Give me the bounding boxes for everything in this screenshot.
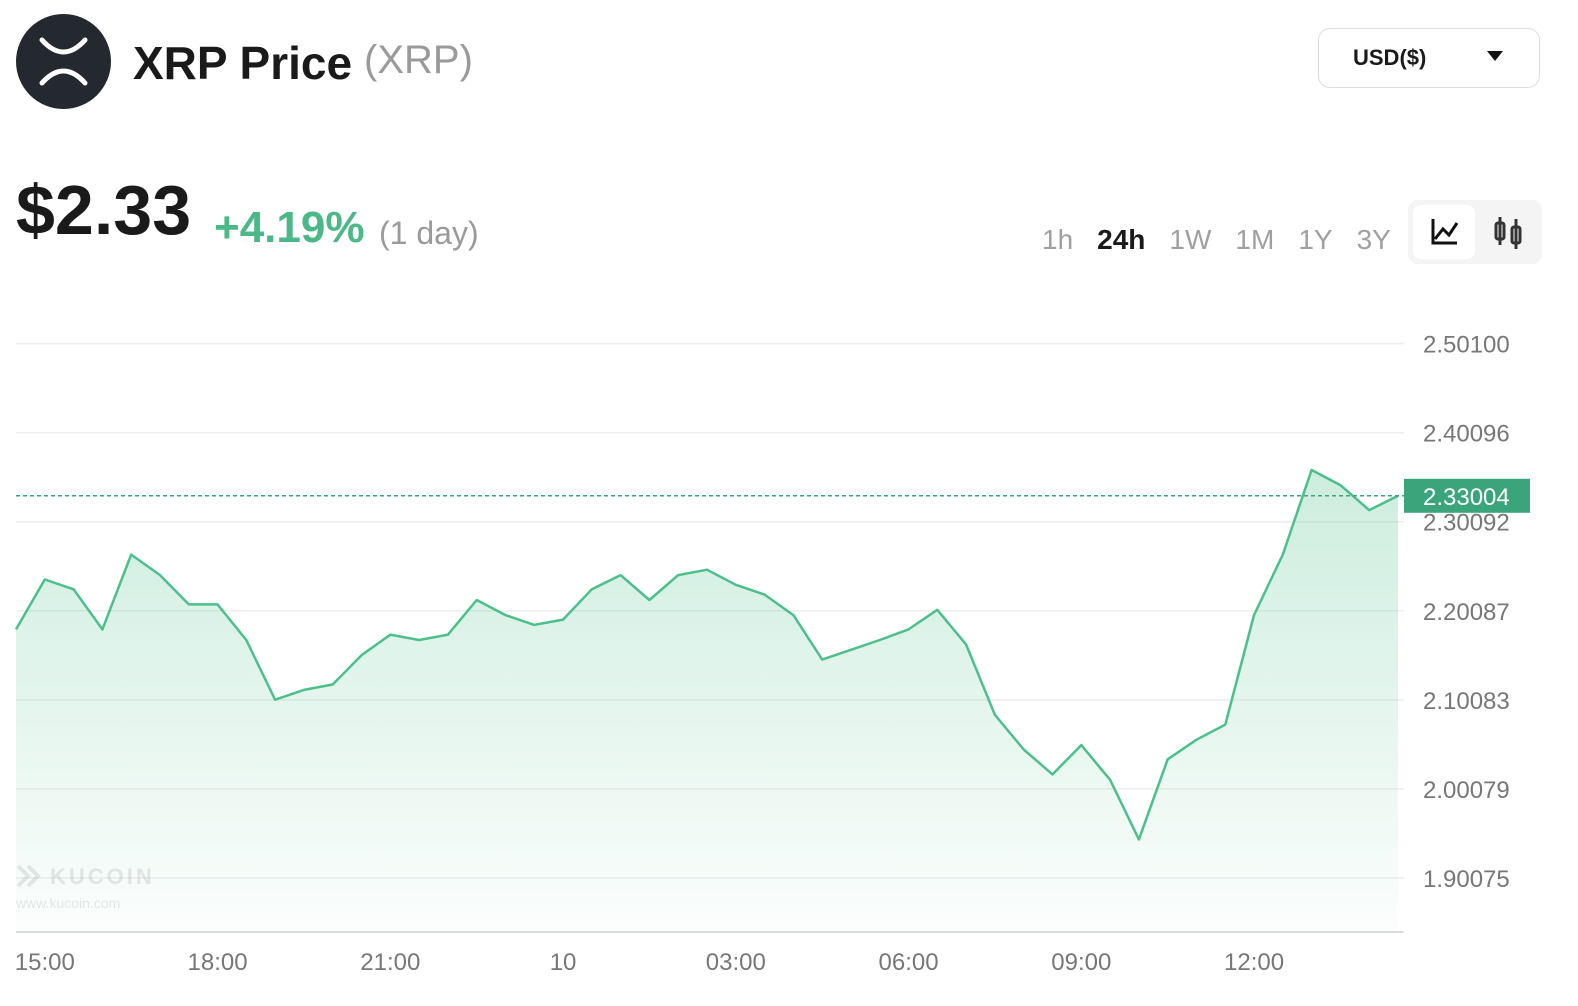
timeframe-tab[interactable]: 1M: [1235, 224, 1275, 255]
xrp-logo: [16, 14, 111, 109]
current-price-tag: [1404, 478, 1530, 513]
y-tick-label: 2.40096: [1423, 421, 1510, 448]
y-tick-label: 2.20087: [1423, 599, 1510, 626]
current-price-label: 2.33004: [1423, 484, 1510, 511]
timeframe-tab[interactable]: 3Y: [1356, 224, 1391, 255]
y-tick-label: 1.90075: [1423, 866, 1510, 893]
coin-title: XRP Price: [133, 37, 353, 89]
change-period: (1 day): [379, 215, 479, 251]
timeframe-tab[interactable]: 1W: [1169, 224, 1212, 255]
timeframe-tabs: 1h 24h 1W 1M 1Y 3Y: [1030, 224, 1403, 256]
y-tick-label: 2.00079: [1423, 777, 1510, 804]
x-tick-label: 09:00: [1051, 949, 1111, 976]
price: $2.33: [16, 171, 192, 249]
x-tick-label: 21:00: [360, 949, 420, 976]
y-tick-label: 2.30092: [1423, 510, 1510, 537]
y-tick-label: 2.50100: [1423, 332, 1510, 359]
timeframe-tab[interactable]: 1Y: [1298, 224, 1333, 255]
price-change: +4.19%: [214, 203, 365, 252]
price-line: [14, 468, 1399, 841]
currency-label: USD($): [1353, 45, 1427, 70]
watermark-text: KUCOIN: [50, 864, 155, 889]
timeframe-tab[interactable]: 1h: [1042, 224, 1074, 255]
timeframe-tab[interactable]: 24h: [1097, 224, 1146, 255]
currency-select[interactable]: USD($): [1318, 28, 1540, 88]
x-tick-label: 12:00: [1224, 949, 1284, 976]
x-tick-label: 06:00: [879, 949, 939, 976]
x-tick-label: 03:00: [706, 949, 766, 976]
watermark: KUCOIN www.kucoin.com: [15, 864, 155, 911]
watermark-url: www.kucoin.com: [15, 895, 120, 911]
dropdown-arrow: [1487, 51, 1503, 61]
x-tick-label: 18:00: [188, 949, 248, 976]
candle-chart-button[interactable]: [1476, 205, 1538, 259]
x-tick-label: 10: [550, 949, 577, 976]
x-tick-label: 15:00: [15, 949, 75, 976]
y-tick-label: 2.10083: [1423, 688, 1510, 715]
price-area: [16, 470, 1398, 932]
line-chart-button[interactable]: [1413, 205, 1475, 259]
chart-type-toggle: [1408, 200, 1542, 264]
watermark-logo: [16, 864, 41, 888]
coin-symbol: (XRP): [364, 38, 473, 82]
